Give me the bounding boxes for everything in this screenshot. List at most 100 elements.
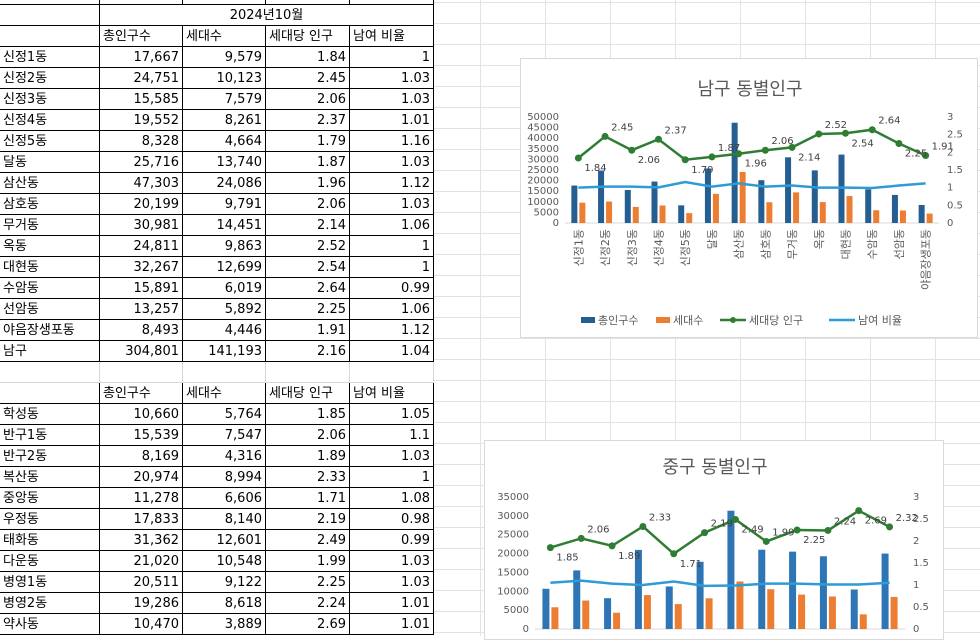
column-header[interactable]: 세대당 인구 [266, 26, 350, 47]
row-label[interactable]: 달동 [0, 152, 100, 173]
column-header[interactable]: 세대당 인구 [266, 383, 350, 404]
table-cell[interactable]: 10,123 [183, 68, 266, 89]
table-cell[interactable]: 2.06 [266, 425, 350, 446]
table-cell[interactable]: 1.01 [350, 614, 434, 635]
table-cell[interactable]: 2.54 [266, 257, 350, 278]
table-cell[interactable]: 5,764 [183, 404, 266, 425]
row-label[interactable]: 반구1동 [0, 425, 100, 446]
table-cell[interactable]: 2.25 [266, 299, 350, 320]
row-label[interactable]: 남구 [0, 341, 100, 362]
table-cell[interactable]: 1.79 [266, 131, 350, 152]
table-cell[interactable]: 31,362 [100, 530, 183, 551]
table-cell[interactable]: 7,579 [183, 89, 266, 110]
table-cell[interactable]: 47,303 [100, 173, 183, 194]
sheet-cell-empty[interactable] [0, 0, 100, 5]
table-cell[interactable]: 1.03 [350, 194, 434, 215]
row-label[interactable]: 대현동 [0, 257, 100, 278]
row-label[interactable]: 학성동 [0, 404, 100, 425]
table-cell[interactable]: 9,863 [183, 236, 266, 257]
table-cell[interactable]: 8,140 [183, 509, 266, 530]
table-cell[interactable]: 2.64 [266, 278, 350, 299]
table-cell[interactable]: 25,716 [100, 152, 183, 173]
table-cell[interactable]: 24,811 [100, 236, 183, 257]
row-label[interactable]: 병영2동 [0, 593, 100, 614]
row-label[interactable]: 우정동 [0, 509, 100, 530]
table-cell[interactable]: 1.84 [266, 47, 350, 68]
table-cell[interactable]: 141,193 [183, 341, 266, 362]
table-cell[interactable]: 2.45 [266, 68, 350, 89]
table-cell[interactable]: 4,446 [183, 320, 266, 341]
column-header[interactable]: 총인구수 [100, 26, 183, 47]
row-label[interactable]: 무거동 [0, 215, 100, 236]
table-cell[interactable]: 11,278 [100, 488, 183, 509]
row-label[interactable]: 신정5동 [0, 131, 100, 152]
row-label[interactable]: 신정3동 [0, 89, 100, 110]
table-cell[interactable]: 17,667 [100, 47, 183, 68]
column-header[interactable]: 세대수 [183, 26, 266, 47]
table-cell[interactable]: 21,020 [100, 551, 183, 572]
table-cell[interactable]: 2.14 [266, 215, 350, 236]
row-label[interactable]: 야음장생포동 [0, 320, 100, 341]
table-cell[interactable]: 1.71 [266, 488, 350, 509]
namgu-chart[interactable]: 남구 동별인구 50000 45000 40000 35000 30000 25000 200… [520, 58, 978, 338]
table-cell[interactable]: 1.06 [350, 299, 434, 320]
table-cell[interactable]: 1.05 [350, 404, 434, 425]
sheet-cell-empty[interactable] [266, 0, 350, 5]
table-cell[interactable]: 1 [350, 236, 434, 257]
table-cell[interactable]: 13,257 [100, 299, 183, 320]
table-cell[interactable]: 1.16 [350, 131, 434, 152]
row-label[interactable]: 신정1동 [0, 47, 100, 68]
table-cell[interactable]: 1.99 [266, 551, 350, 572]
table-cell[interactable]: 2.52 [266, 236, 350, 257]
table-cell[interactable]: 1.06 [350, 215, 434, 236]
row-label[interactable]: 신정4동 [0, 110, 100, 131]
table-cell[interactable]: 8,618 [183, 593, 266, 614]
table-cell[interactable]: 1.08 [350, 488, 434, 509]
table-cell[interactable]: 2.49 [266, 530, 350, 551]
table-cell[interactable]: 12,601 [183, 530, 266, 551]
table-cell[interactable]: 1.01 [350, 110, 434, 131]
table-cell[interactable]: 3,889 [183, 614, 266, 635]
table-cell[interactable]: 1.89 [266, 446, 350, 467]
table-cell[interactable]: 19,552 [100, 110, 183, 131]
table-cell[interactable]: 10,470 [100, 614, 183, 635]
table-cell[interactable]: 15,585 [100, 89, 183, 110]
row-label[interactable]: 옥동 [0, 236, 100, 257]
column-header[interactable]: 남여 비율 [350, 26, 434, 47]
table-cell[interactable]: 24,086 [183, 173, 266, 194]
table-cell[interactable]: 2.24 [266, 593, 350, 614]
table-cell[interactable]: 20,974 [100, 467, 183, 488]
table-cell[interactable]: 1.03 [350, 446, 434, 467]
sheet-cell-empty[interactable] [0, 26, 100, 47]
table-cell[interactable]: 2.25 [266, 572, 350, 593]
table-cell[interactable]: 1.12 [350, 173, 434, 194]
table-cell[interactable]: 9,579 [183, 47, 266, 68]
table-cell[interactable]: 17,833 [100, 509, 183, 530]
sheet-cell-empty[interactable] [0, 362, 100, 383]
table-cell[interactable]: 30,981 [100, 215, 183, 236]
table-cell[interactable]: 8,261 [183, 110, 266, 131]
table-cell[interactable]: 2.06 [266, 89, 350, 110]
sheet-cell-empty[interactable] [350, 362, 434, 383]
sheet-cell-empty[interactable] [183, 0, 266, 5]
table-cell[interactable]: 0.99 [350, 278, 434, 299]
table-cell[interactable]: 10,660 [100, 404, 183, 425]
table-cell[interactable]: 304,801 [100, 341, 183, 362]
table-cell[interactable]: 32,267 [100, 257, 183, 278]
table-cell[interactable]: 8,493 [100, 320, 183, 341]
row-label[interactable]: 삼호동 [0, 194, 100, 215]
sheet-cell-empty[interactable] [350, 0, 434, 5]
sheet-cell-empty[interactable] [183, 362, 266, 383]
table-cell[interactable]: 2.16 [266, 341, 350, 362]
sheet-cell-empty[interactable] [100, 362, 183, 383]
table-cell[interactable]: 4,316 [183, 446, 266, 467]
sheet-cell-empty[interactable] [0, 383, 100, 404]
column-header[interactable]: 세대수 [183, 383, 266, 404]
table-cell[interactable]: 1.85 [266, 404, 350, 425]
table-cell[interactable]: 8,169 [100, 446, 183, 467]
table-cell[interactable]: 13,740 [183, 152, 266, 173]
table-cell[interactable]: 2.33 [266, 467, 350, 488]
table-cell[interactable]: 1.03 [350, 68, 434, 89]
row-label[interactable]: 선암동 [0, 299, 100, 320]
row-label[interactable]: 다운동 [0, 551, 100, 572]
